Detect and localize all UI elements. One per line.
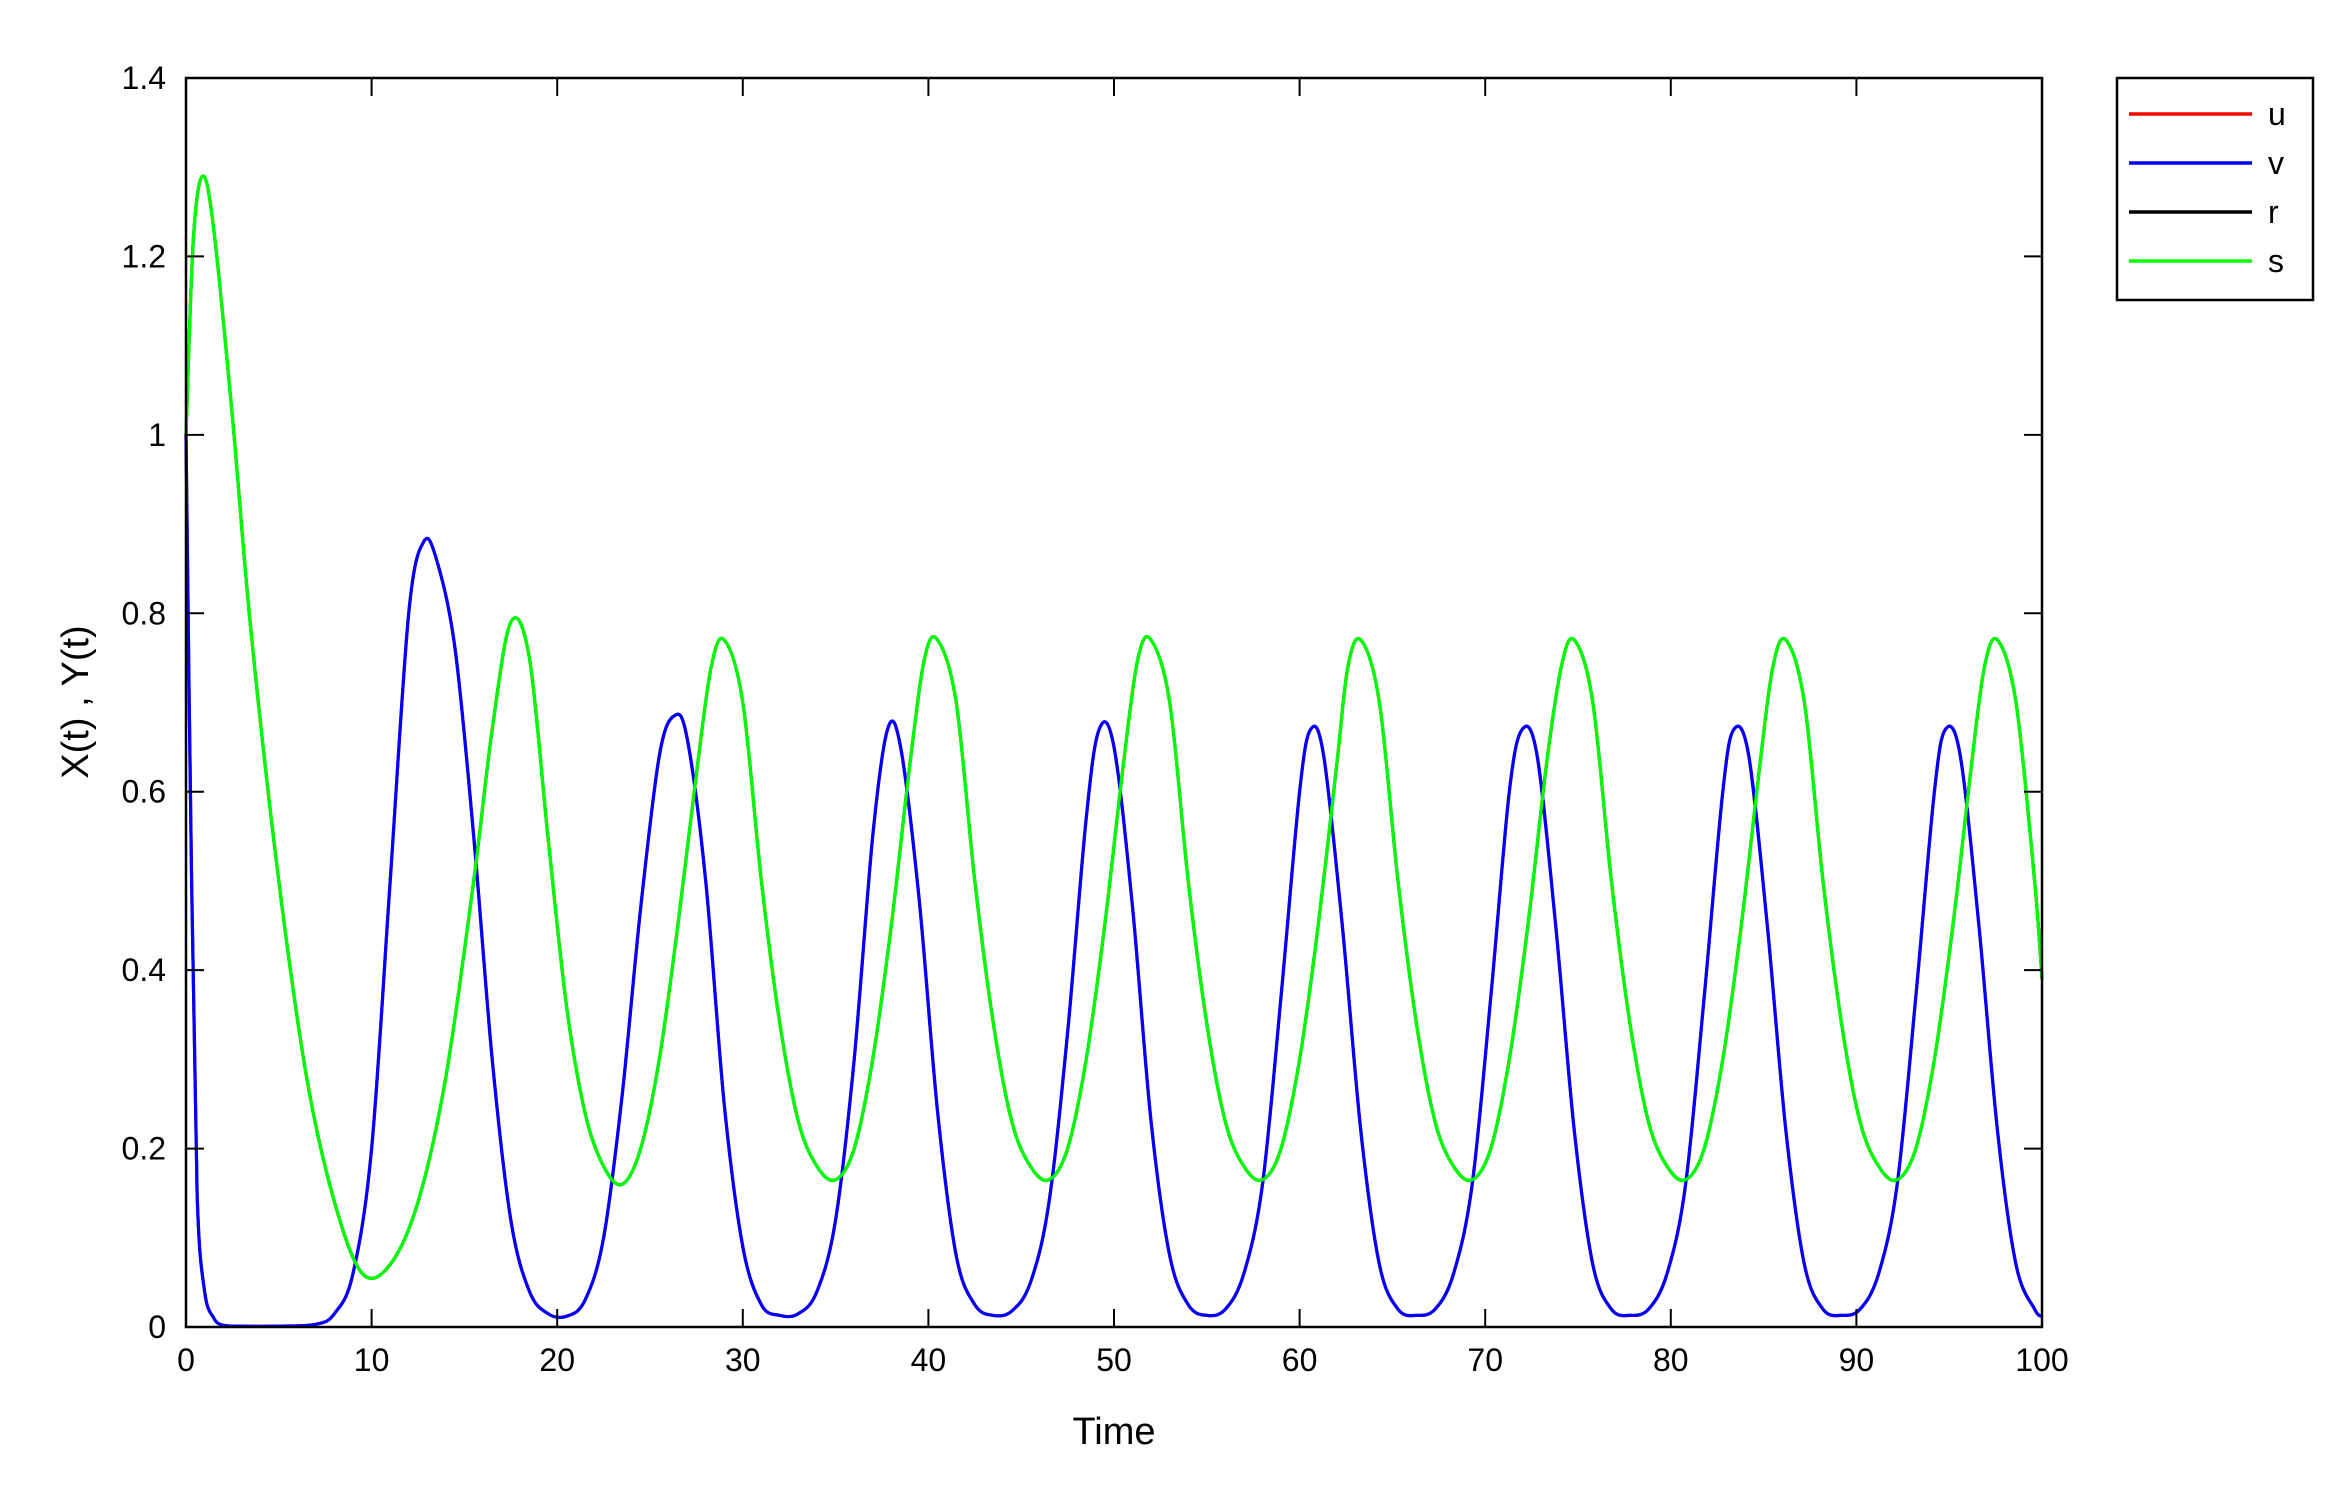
- y-tick-label-1: 1: [148, 417, 166, 453]
- legend-label-s: s: [2268, 243, 2284, 279]
- y-tick-label-0-6: 0.6: [122, 774, 166, 810]
- plot-area: [186, 78, 2042, 1327]
- x-tick-label-80: 80: [1653, 1342, 1689, 1378]
- x-tick-label-70: 70: [1467, 1342, 1503, 1378]
- y-tick-label-0-4: 0.4: [122, 952, 166, 988]
- y-tick-label-0: 0: [148, 1309, 166, 1345]
- legend-label-r: r: [2268, 194, 2279, 230]
- axes-box: [184, 76, 2044, 1329]
- x-tick-label-0: 0: [177, 1342, 195, 1378]
- x-tick-label-30: 30: [725, 1342, 761, 1378]
- y-tick-label-0-2: 0.2: [122, 1131, 166, 1167]
- x-tick-label-50: 50: [1096, 1342, 1132, 1378]
- y-axis-label: X(t) , Y(t): [55, 625, 97, 778]
- x-tick-label-10: 10: [354, 1342, 390, 1378]
- x-tick-label-40: 40: [911, 1342, 947, 1378]
- series-line-v: [184, 434, 2044, 1328]
- x-tick-label-60: 60: [1282, 1342, 1318, 1378]
- x-tick-label-90: 90: [1839, 1342, 1875, 1378]
- series-layer: [184, 174, 2044, 1328]
- legend-label-v: v: [2268, 145, 2284, 181]
- y-tick-label-0-8: 0.8: [122, 595, 166, 631]
- legend-label-u: u: [2268, 96, 2286, 132]
- tick-labels-layer: 0 10 20 30 40 50 60 70 80 90 100 0 0.2 0.4 0.6 0.8 1 1.2 1…: [122, 60, 2069, 1378]
- x-axis-label: Time: [1072, 1411, 1155, 1453]
- y-tick-label-1-4: 1.4: [122, 60, 166, 96]
- x-tick-label-20: 20: [539, 1342, 575, 1378]
- y-tick-label-1-2: 1.2: [122, 238, 166, 274]
- x-tick-label-100: 100: [2015, 1342, 2068, 1378]
- series-line-s: [184, 174, 2044, 1280]
